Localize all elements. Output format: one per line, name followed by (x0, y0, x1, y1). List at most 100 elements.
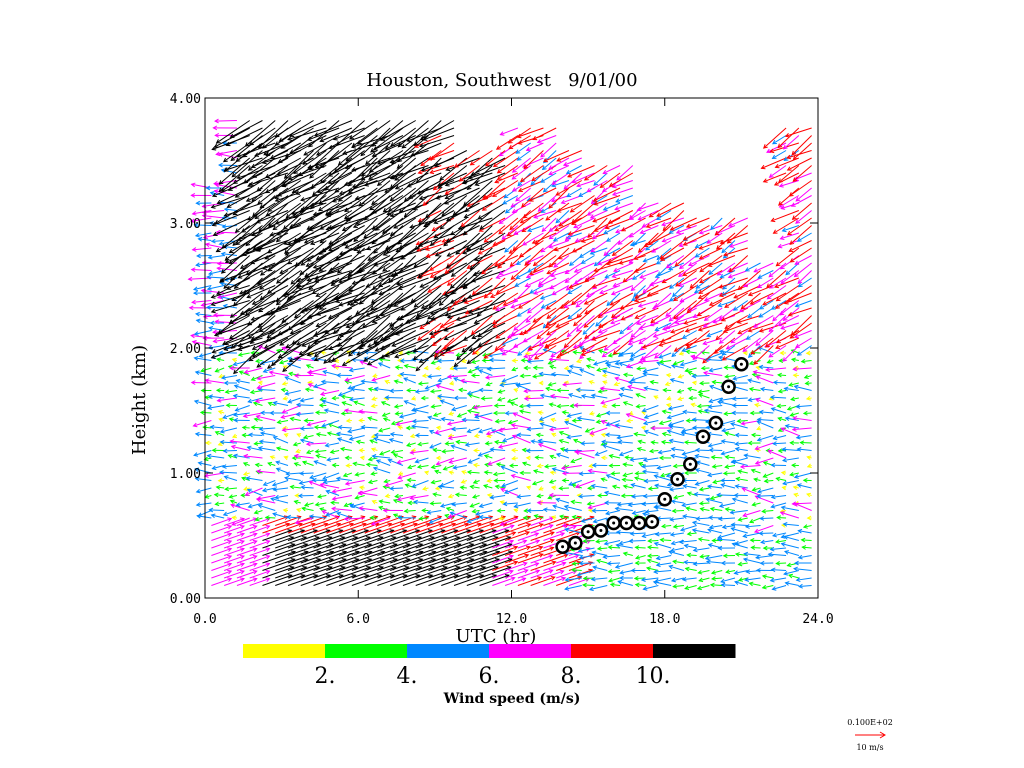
wind-vector-head (372, 466, 378, 472)
wind-vector-head (257, 280, 263, 285)
wind-vector-head (209, 191, 215, 196)
wind-vector (643, 367, 659, 373)
wind-vector-head (525, 146, 531, 152)
wind-vector (275, 187, 314, 202)
wind-vector-head (210, 354, 216, 359)
wind-vector-head (272, 186, 278, 192)
wind-vector (236, 548, 257, 556)
wind-vector-head (237, 342, 243, 348)
wind-vector (512, 180, 531, 192)
wind-vector-head (232, 179, 238, 184)
wind-vector-head (245, 270, 251, 276)
wind-vector-head (449, 365, 455, 371)
wind-vector-head (410, 395, 416, 401)
wind-vector (710, 584, 723, 586)
wind-vector-head (529, 289, 535, 294)
wind-vector-head (616, 175, 622, 181)
wind-vector-head (235, 157, 241, 162)
wind-vector-head (345, 323, 351, 329)
wind-vector (294, 292, 327, 319)
wind-vector-head (305, 364, 311, 369)
wind-vector-head (252, 547, 258, 552)
wind-vector-head (395, 421, 401, 427)
wind-vector (430, 225, 455, 246)
wind-vector (695, 480, 710, 486)
wind-vector-head (604, 224, 610, 230)
wind-vector (602, 441, 621, 444)
wind-vector-head (591, 336, 597, 341)
wind-vector-head (194, 370, 200, 376)
wind-vector-head (566, 192, 572, 198)
wind-vector (405, 307, 442, 324)
wind-vector-head (227, 562, 233, 567)
wind-vector (351, 543, 385, 556)
wind-vector-head (393, 224, 399, 229)
wind-vector-head (319, 225, 325, 230)
wind-vector-head (420, 304, 426, 309)
wind-vector-head (212, 231, 218, 237)
wind-vector (620, 570, 633, 574)
wind-vector-head (523, 388, 529, 394)
wind-vector (207, 455, 225, 459)
wind-vector (255, 397, 276, 402)
wind-vector-head (392, 453, 398, 458)
wind-vector (593, 187, 621, 202)
wind-vector-head (620, 316, 626, 321)
wind-vector (394, 345, 429, 358)
wind-vector (603, 165, 621, 174)
wind-vector-head (384, 493, 390, 499)
wind-vector-head (610, 471, 616, 476)
wind-vector (686, 507, 697, 511)
wind-vector-head (214, 118, 219, 124)
wind-vector (721, 450, 736, 455)
wind-vector (358, 247, 391, 272)
wind-vector (301, 486, 314, 489)
wind-vector (229, 232, 263, 254)
wind-vector (524, 247, 544, 266)
wind-vector-head (678, 539, 684, 545)
wind-vector (402, 558, 436, 571)
wind-vector-head (263, 344, 269, 349)
wind-vector (581, 255, 595, 264)
wind-vector (287, 551, 321, 564)
wind-vector-head (199, 410, 205, 415)
wind-vector-head (319, 507, 325, 512)
wind-vector (415, 523, 443, 534)
wind-vector-head (450, 444, 456, 449)
wind-vector-head (359, 455, 365, 461)
wind-vector (581, 337, 608, 352)
wind-vector-head (707, 443, 713, 448)
wind-vector (549, 217, 570, 232)
wind-vector-head (417, 381, 423, 386)
wind-vector-head (509, 524, 515, 529)
wind-vector (526, 307, 544, 323)
wind-vector (696, 517, 710, 520)
wind-vector-head (595, 413, 601, 418)
wind-vector-head (418, 195, 424, 201)
wind-vector-head (564, 269, 570, 275)
wind-vector (668, 420, 685, 426)
wind-vector-head (587, 485, 592, 491)
wind-vector (361, 150, 391, 177)
wind-vector-head (256, 384, 262, 390)
wind-vector-head (591, 283, 597, 289)
wind-vector-head (515, 274, 521, 279)
wind-vector (556, 150, 582, 162)
wind-vector-head (580, 238, 586, 243)
wind-vector (416, 157, 442, 183)
wind-vector (469, 300, 506, 314)
wind-vector-head (706, 239, 712, 244)
wind-vector-head (250, 259, 256, 265)
wind-vector-head (533, 514, 539, 519)
wind-vector (596, 559, 608, 564)
wind-vector (430, 165, 455, 174)
wind-vector-head (348, 189, 353, 195)
wind-vector-head (717, 545, 723, 551)
wind-vector-head (498, 347, 504, 353)
wind-vector (262, 150, 301, 164)
wind-vector-head (342, 472, 348, 478)
wind-vector-head (367, 343, 373, 348)
wind-vector (245, 487, 263, 496)
wind-vector (462, 240, 493, 254)
wind-vector-head (601, 187, 607, 193)
